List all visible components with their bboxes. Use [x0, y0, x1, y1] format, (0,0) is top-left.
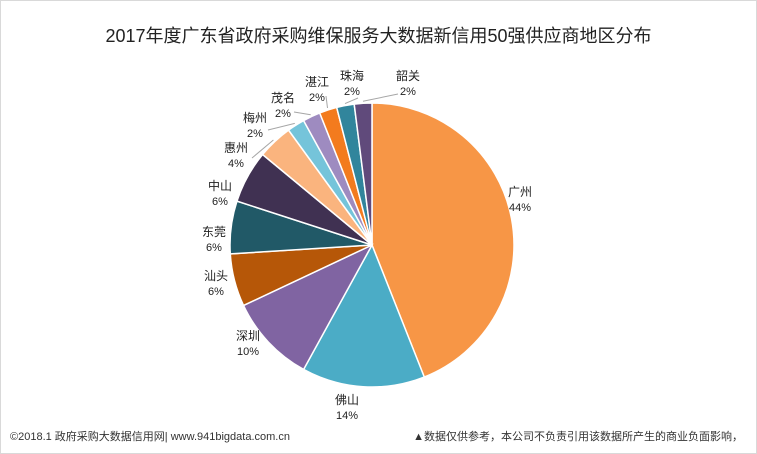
slice-label-value-5: 6% [212, 196, 228, 208]
slice-labels: 广州 44% 佛山 14% 深圳 10% 汕头 6% 东莞 6% 中山 6% 惠州 4% 梅州 2% 茂名 2% 湛… [202, 68, 532, 422]
chart-title: 2017年度广东省政府采购维保服务大数据新信用50强供应商地区分布 [105, 26, 652, 46]
pie-slice-11 [353, 102, 373, 246]
slice-label-value-2: 10% [237, 346, 259, 358]
leader-line-6 [251, 139, 274, 159]
leader-line-10 [344, 97, 359, 105]
pie-slice-2 [242, 243, 374, 371]
slice-label-value-1: 14% [336, 410, 358, 422]
slice-label-name-2: 深圳 [236, 329, 260, 343]
slice-label-name-9: 湛江 [305, 75, 329, 89]
footer-source: ©2018.1 政府采购大数据信用网| www.941bigdata.com.c… [10, 431, 290, 443]
slice-label-name-0: 广州 [508, 185, 532, 199]
leader-lines [251, 93, 399, 159]
slice-label-name-1: 佛山 [335, 393, 359, 407]
slice-label-value-7: 2% [247, 128, 263, 140]
slice-label-value-0: 44% [509, 202, 531, 214]
slice-label-value-3: 6% [208, 286, 224, 298]
footer-disclaimer: ▲数据仅供参考，本公司不负责引用该数据所产生的商业负面影响， [413, 431, 743, 443]
slice-label-name-7: 梅州 [243, 110, 267, 125]
pie-slice-0 [371, 102, 515, 379]
leader-line-9 [325, 95, 328, 109]
leader-line-11 [362, 93, 399, 102]
leader-line-7 [267, 122, 295, 131]
pie-slice-1 [302, 243, 426, 388]
slice-label-name-4: 东莞 [202, 225, 226, 239]
slice-label-value-9: 2% [309, 92, 325, 104]
slice-label-value-10: 2% [344, 86, 360, 98]
slice-label-name-3: 汕头 [204, 269, 228, 283]
leader-line-8 [293, 111, 311, 116]
slice-label-value-11: 2% [400, 86, 416, 98]
slice-label-value-4: 6% [206, 242, 222, 254]
slice-label-name-6: 惠州 [224, 141, 248, 155]
slice-label-name-10: 珠海 [340, 68, 364, 83]
slice-label-name-11: 韶关 [396, 68, 420, 83]
slice-label-name-5: 中山 [208, 178, 232, 193]
slice-label-value-6: 4% [228, 158, 244, 170]
slice-label-value-8: 2% [275, 108, 291, 120]
slice-label-name-8: 茂名 [271, 90, 295, 105]
pie-slices [229, 102, 515, 388]
